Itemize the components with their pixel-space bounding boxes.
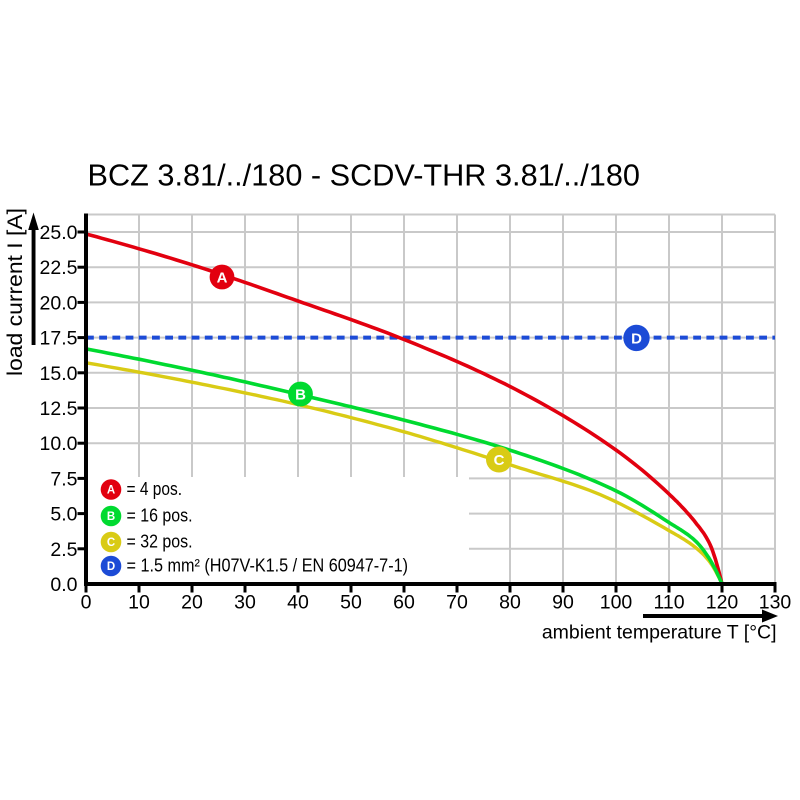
- svg-text:20: 20: [181, 592, 203, 614]
- svg-text:B: B: [295, 386, 306, 403]
- svg-text:120: 120: [706, 592, 739, 614]
- svg-text:0: 0: [81, 592, 92, 614]
- svg-text:20.0: 20.0: [40, 292, 78, 314]
- svg-text:60: 60: [393, 592, 415, 614]
- svg-text:50: 50: [340, 592, 362, 614]
- svg-text:10: 10: [128, 592, 150, 614]
- svg-text:0.0: 0.0: [50, 574, 77, 596]
- svg-text:70: 70: [446, 592, 468, 614]
- svg-text:D: D: [631, 330, 642, 347]
- svg-text:= 1.5 mm² (H07V-K1.5 / EN 6094: = 1.5 mm² (H07V-K1.5 / EN 60947-7-1): [127, 556, 409, 576]
- svg-text:= 32 pos.: = 32 pos.: [127, 532, 193, 552]
- svg-text:80: 80: [499, 592, 521, 614]
- svg-text:25.0: 25.0: [40, 222, 78, 244]
- svg-text:ambient temperature T [°C]: ambient temperature T [°C]: [542, 622, 777, 644]
- svg-text:12.5: 12.5: [40, 398, 78, 420]
- svg-text:A: A: [217, 269, 228, 286]
- svg-text:C: C: [494, 452, 505, 469]
- svg-text:5.0: 5.0: [50, 504, 77, 526]
- svg-text:B: B: [107, 511, 115, 523]
- svg-text:D: D: [107, 561, 115, 573]
- svg-text:C: C: [107, 537, 115, 549]
- svg-text:10.0: 10.0: [40, 433, 78, 455]
- svg-text:A: A: [107, 485, 115, 497]
- svg-text:17.5: 17.5: [40, 328, 78, 350]
- svg-text:load current I [A]: load current I [A]: [4, 208, 27, 376]
- svg-text:130: 130: [759, 592, 792, 614]
- svg-text:110: 110: [653, 592, 684, 614]
- svg-text:2.5: 2.5: [50, 539, 77, 561]
- svg-text:30: 30: [234, 592, 256, 614]
- svg-text:BCZ 3.81/../180 - SCDV-THR 3.8: BCZ 3.81/../180 - SCDV-THR 3.81/../180: [88, 159, 641, 193]
- svg-text:= 16 pos.: = 16 pos.: [127, 506, 193, 526]
- svg-text:7.5: 7.5: [50, 468, 77, 490]
- svg-text:22.5: 22.5: [40, 257, 78, 279]
- svg-text:15.0: 15.0: [40, 363, 78, 385]
- svg-text:40: 40: [287, 592, 309, 614]
- svg-text:90: 90: [552, 592, 574, 614]
- svg-text:100: 100: [600, 592, 633, 614]
- svg-text:= 4 pos.: = 4 pos.: [127, 479, 183, 499]
